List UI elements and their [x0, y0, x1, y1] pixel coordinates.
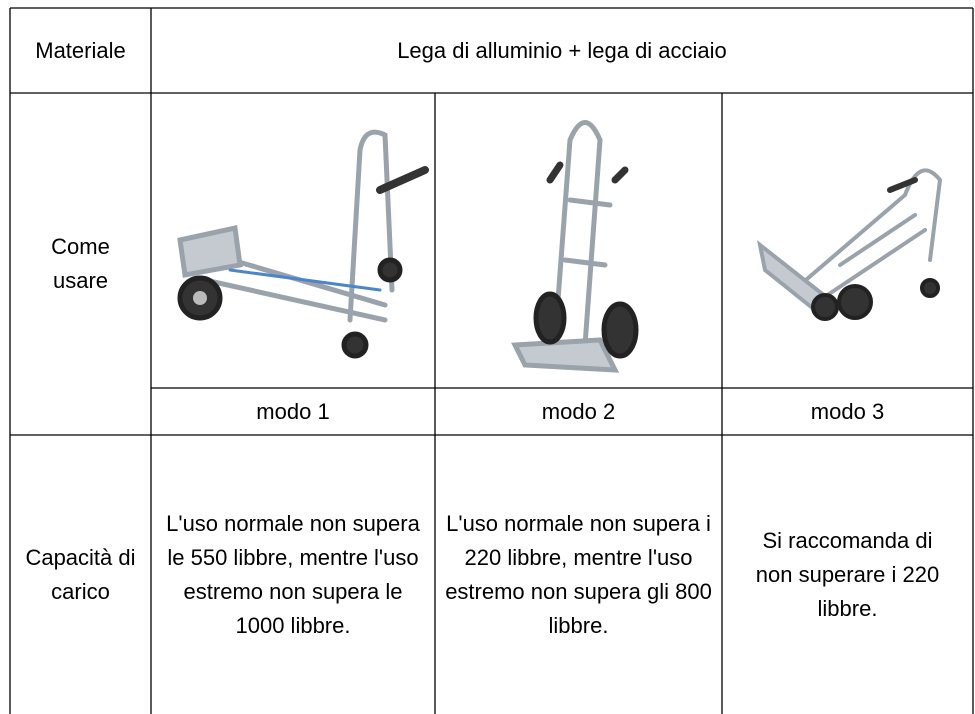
capacity-value: L'uso normale non supera le 550 libbre, … [166, 510, 420, 638]
trolley-image-3 [756, 168, 943, 321]
cell: Si raccomanda di non superare i 220 libb… [722, 435, 973, 714]
material-value: Lega di alluminio + lega di acciaio [397, 37, 727, 63]
mode-label: modo 3 [810, 398, 885, 424]
mode-label: modo 1 [256, 398, 330, 424]
trolley-image-2 [511, 120, 639, 373]
usage-label: Come usare [51, 234, 110, 293]
row-label: Capacità di carico [10, 435, 151, 714]
capacity-value: Si raccomanda di non superare i 220 libb… [755, 527, 940, 621]
mode-label: modo 2 [541, 398, 616, 424]
capacity-value: L'uso normale non supera i 220 libbre, m… [445, 510, 712, 638]
cell: modo 3 [722, 388, 973, 435]
capacity-label: Capacità di carico [25, 544, 136, 604]
cell: L'uso normale non supera le 550 libbre, … [151, 435, 435, 714]
cell: modo 2 [435, 388, 722, 435]
cell: Lega di alluminio + lega di acciaio [151, 8, 973, 93]
row-label: Come usare [10, 93, 151, 435]
cell: L'uso normale non supera i 220 libbre, m… [435, 435, 722, 714]
row-label: Materiale [10, 8, 151, 93]
cell: modo 1 [151, 388, 435, 435]
trolley-image-1 [177, 129, 429, 359]
material-label: Materiale [35, 37, 126, 63]
